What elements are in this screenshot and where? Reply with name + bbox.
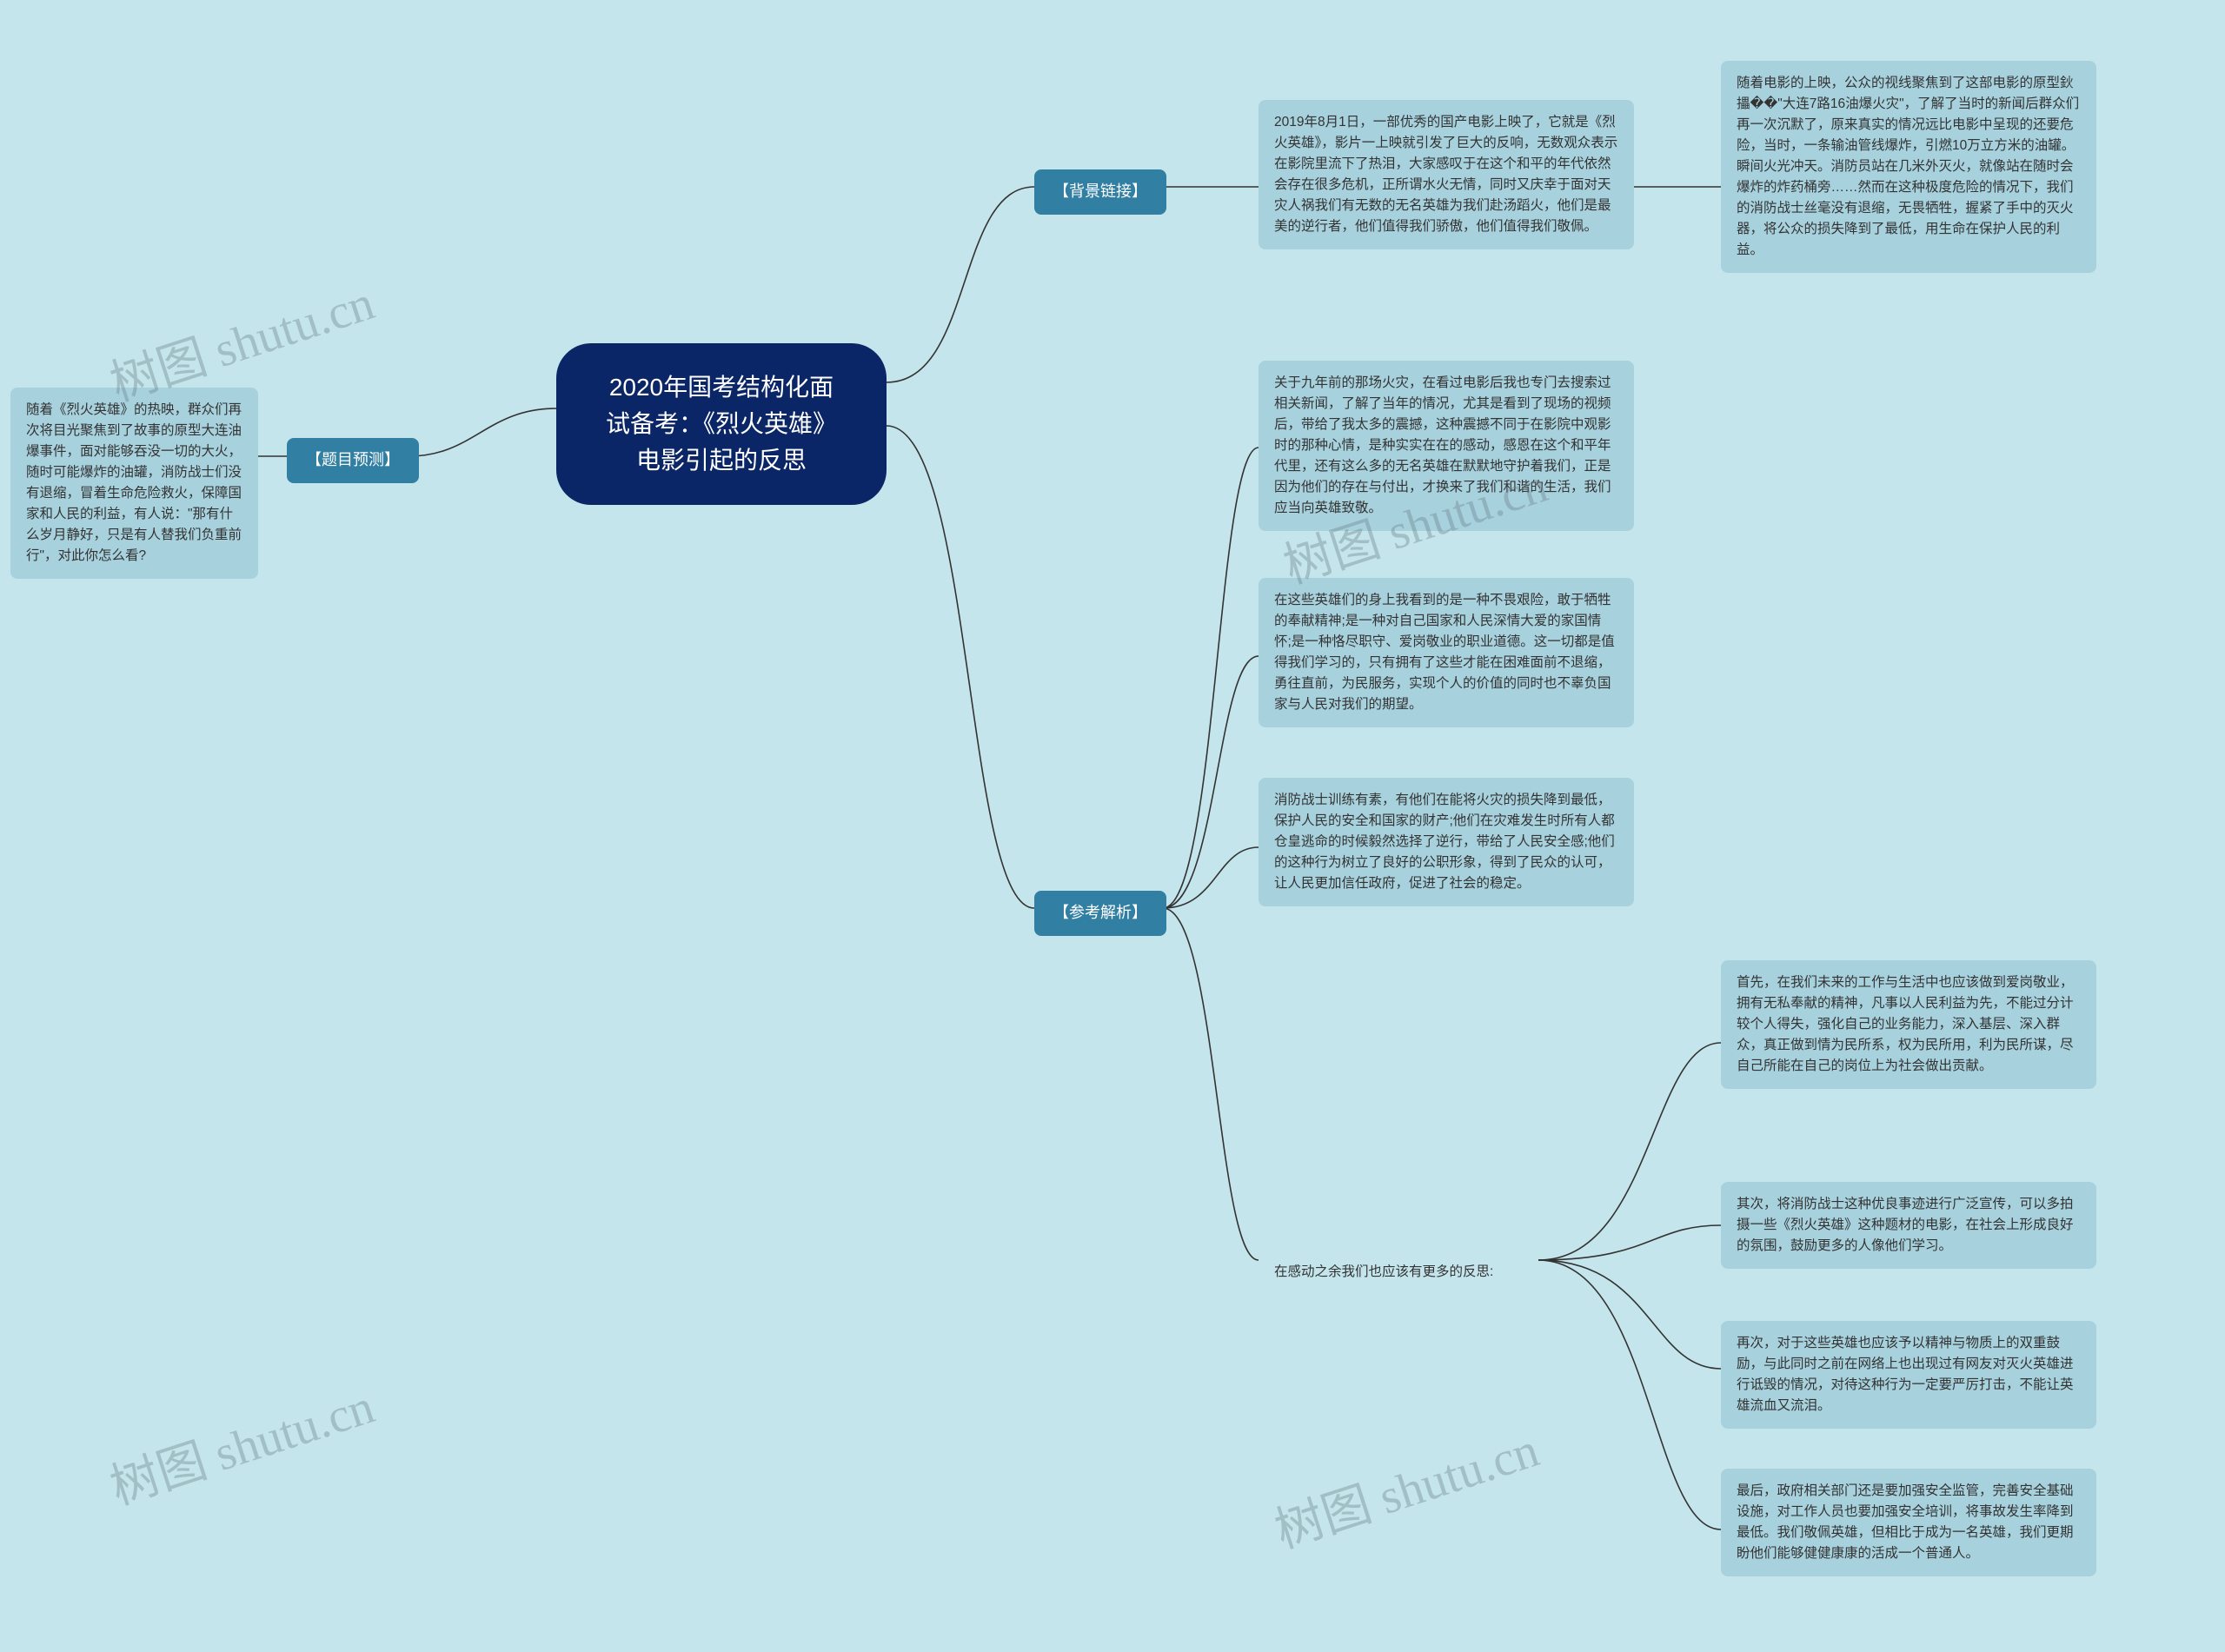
leaf-an-3: 消防战士训练有素，有他们在能将火灾的损失降到最低，保护人民的安全和国家的财产;他…	[1259, 778, 1634, 906]
watermark: 树图 shutu.cn	[100, 1367, 382, 1518]
branch-analysis[interactable]: 【参考解析】	[1034, 891, 1166, 936]
leaf-bg-2: 随着电影的上映，公众的视线聚焦到了这部电影的原型鈥攂��"大连7路16油爆火灾"…	[1721, 61, 2096, 273]
leaf-prediction: 随着《烈火英雄》的热映，群众们再次将目光聚焦到了故事的原型大连油爆事件，面对能够…	[10, 388, 258, 579]
branch-background[interactable]: 【背景链接】	[1034, 169, 1166, 215]
leaf-an-1: 关于九年前的那场火灾，在看过电影后我也专门去搜索过相关新闻，了解了当年的情况，尤…	[1259, 361, 1634, 531]
leaf-sub-3: 再次，对于这些英雄也应该予以精神与物质上的双重鼓励，与此同时之前在网络上也出现过…	[1721, 1321, 2096, 1429]
leaf-sub-2: 其次，将消防战士这种优良事迹进行广泛宣传，可以多拍摄一些《烈火英雄》这种题材的电…	[1721, 1182, 2096, 1269]
leaf-sub-4: 最后，政府相关部门还是要加强安全监管，完善安全基础设施，对工作人员也要加强安全培…	[1721, 1469, 2096, 1576]
leaf-an-2: 在这些英雄们的身上我看到的是一种不畏艰险，敢于牺牲的奉献精神;是一种对自己国家和…	[1259, 578, 1634, 727]
branch-prediction[interactable]: 【题目预测】	[287, 438, 419, 483]
leaf-bg-1: 2019年8月1日，一部优秀的国产电影上映了，它就是《烈火英雄》，影片一上映就引…	[1259, 100, 1634, 249]
watermark: 树图 shutu.cn	[1265, 1410, 1546, 1562]
center-node[interactable]: 2020年国考结构化面试备考：《烈火英雄》电影引起的反思	[556, 343, 887, 505]
leaf-sub-1: 首先，在我们未来的工作与生活中也应该做到爱岗敬业，拥有无私奉献的精神，凡事以人民…	[1721, 960, 2096, 1089]
sub-label: 在感动之余我们也应该有更多的反思:	[1259, 1250, 1545, 1295]
